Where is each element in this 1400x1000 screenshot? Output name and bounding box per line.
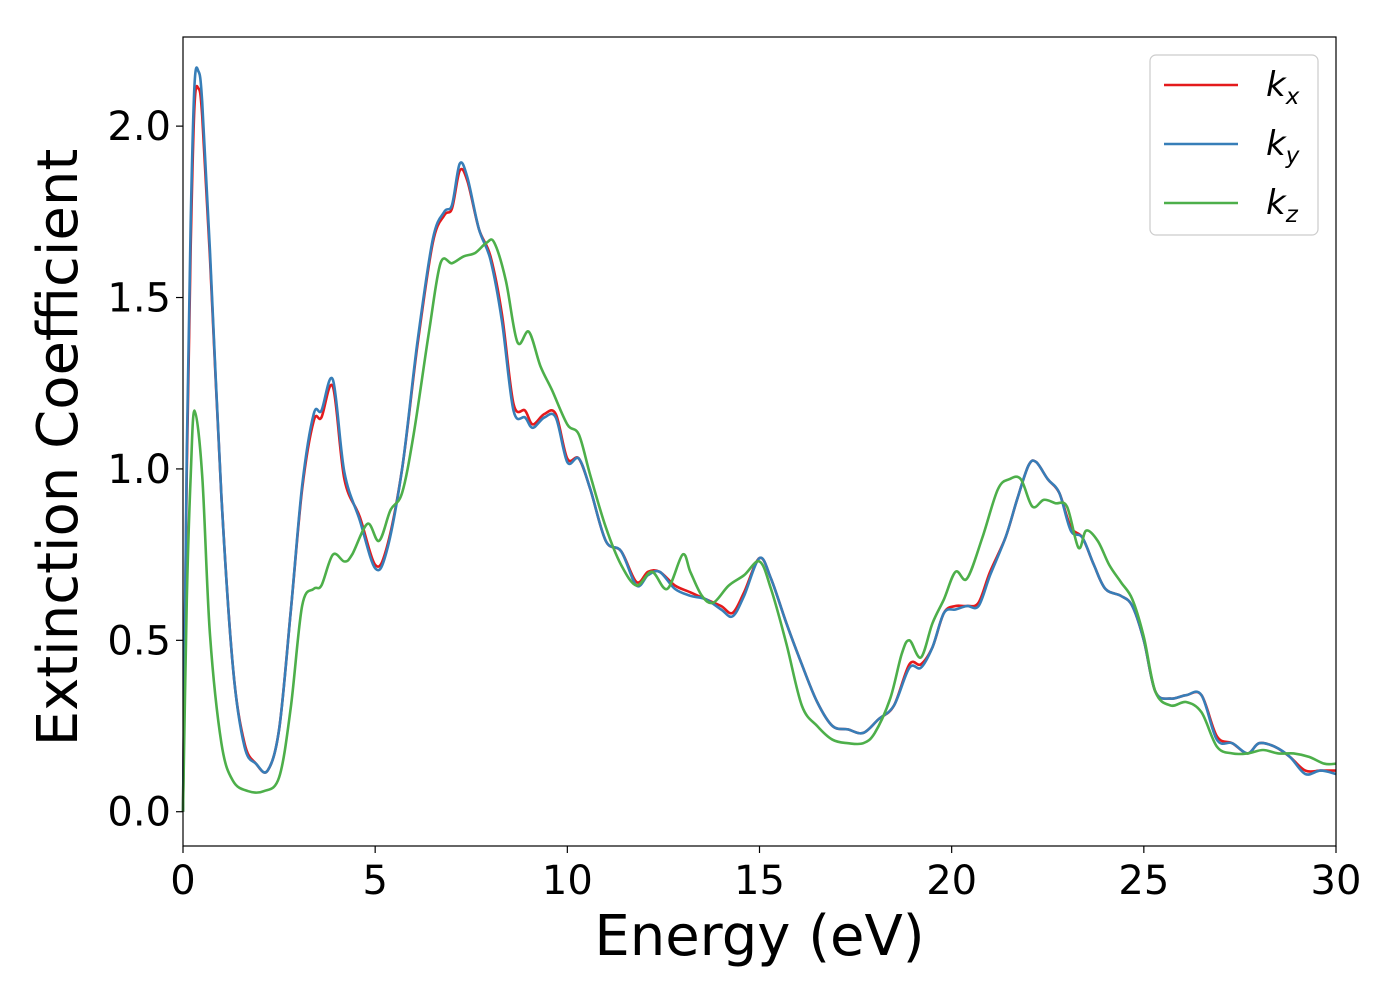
legend-label-k-z: kz	[1266, 183, 1299, 228]
x-tick-label: 15	[734, 858, 785, 904]
y-tick-label: 1.5	[107, 276, 171, 322]
y-tick-label: 1.0	[107, 447, 171, 493]
series-line-k-y	[181, 66, 1337, 812]
legend-label-k-y: ky	[1266, 124, 1300, 169]
x-tick-label: 0	[170, 858, 195, 904]
x-tick-label: 30	[1311, 858, 1362, 904]
x-tick-label: 5	[362, 858, 387, 904]
tick-layer: 0 5 10 15 20 25 30 0.0 0.5 1.0 1.5 2.0	[107, 104, 1361, 904]
y-tick-label: 0.0	[107, 790, 171, 836]
y-tick-label: 2.0	[107, 104, 171, 150]
series-line-k-z	[181, 238, 1337, 812]
x-tick-label: 10	[542, 858, 593, 904]
legend: kx ky kz	[1149, 54, 1319, 236]
x-axis-label: Energy (eV)	[594, 904, 924, 969]
x-tick-label: 25	[1118, 858, 1169, 904]
series-layer	[181, 66, 1337, 812]
x-tick-label: 20	[926, 858, 977, 904]
legend-label-k-x: kx	[1266, 65, 1300, 110]
axes-frame	[182, 36, 1337, 847]
y-tick-label: 0.5	[107, 618, 171, 664]
y-axis-label: Extinction Coefficient	[26, 149, 91, 747]
